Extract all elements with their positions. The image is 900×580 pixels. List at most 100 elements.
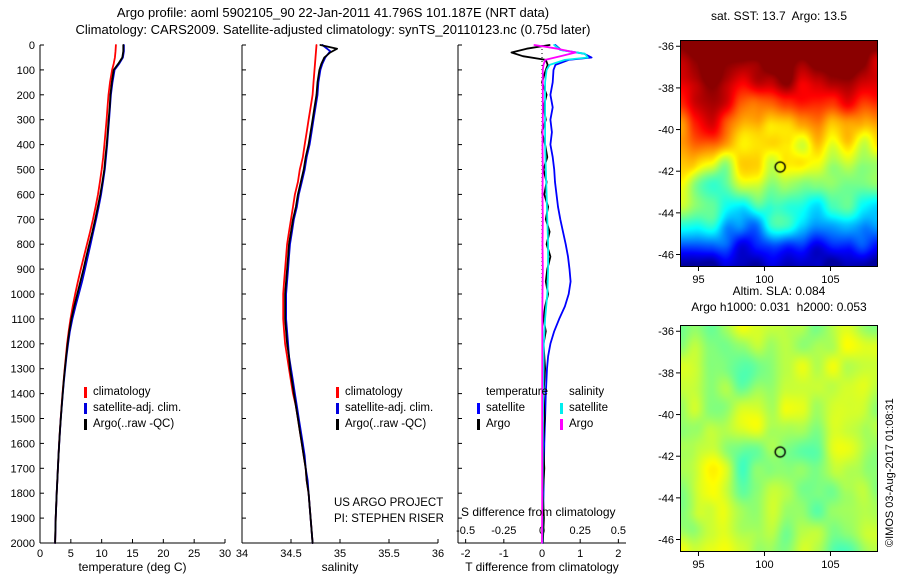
legend-swatch	[560, 402, 563, 414]
tick-label: 35	[334, 548, 346, 560]
tick-label: 0.25	[569, 525, 590, 537]
t-difference-axis-label: T difference from climatology	[465, 560, 619, 574]
series-satellite-adj-clim	[54, 44, 125, 544]
map-border	[680, 40, 878, 267]
tick-label: 25	[188, 548, 200, 560]
tick-label: 0.5	[611, 525, 626, 537]
tick-label: -2	[461, 548, 471, 560]
legend-item: Argo(..raw -QC)	[84, 416, 181, 432]
tick-label: 95	[692, 274, 704, 286]
series-satellite-T-diff	[541, 44, 593, 544]
legend-item: satellite	[560, 400, 608, 416]
sst-map-title: sat. SST: 13.7 Argo: 13.5	[710, 9, 848, 23]
series-climatology	[54, 44, 117, 544]
series-argo-raw	[54, 44, 125, 544]
tick-label: 1100	[11, 314, 35, 326]
tick-label: -46	[658, 535, 674, 547]
series-argo-raw	[284, 44, 339, 544]
tick-label: 35.5	[378, 548, 399, 560]
difference-legend-temperature: temperature satellite Argo	[477, 384, 548, 432]
tick-label: 800	[17, 239, 35, 251]
series-satellite-S-diff	[541, 44, 589, 544]
legend-label: satellite-adj. clim.	[345, 402, 434, 414]
legend-item: satellite	[477, 400, 548, 416]
tick-label: 15	[126, 548, 138, 560]
legend-label: climatology	[93, 386, 151, 398]
tick-label: -44	[658, 208, 674, 220]
legend-swatch	[477, 402, 480, 414]
sla-map	[680, 325, 878, 552]
tick-label: 95	[692, 559, 704, 571]
tick-label: 20	[157, 548, 169, 560]
sla-map-subtitle: Argo h1000: 0.031 h2000: 0.053	[691, 300, 867, 314]
legend-swatch	[560, 418, 563, 430]
tick-label: -40	[658, 410, 674, 422]
tick-label: 100	[17, 65, 35, 77]
salinity-axis-label: salinity	[321, 560, 359, 574]
imos-watermark: ©IMOS 03-Aug-2017 01:08:31	[884, 398, 896, 547]
tick-label: -42	[658, 166, 674, 178]
difference-legend-salinity: salinity satellite Argo	[560, 384, 608, 432]
tick-label: 1700	[11, 463, 35, 475]
legend-group-header: salinity	[569, 386, 605, 398]
tick-label: -36	[658, 41, 674, 53]
tick-label: 1	[577, 548, 583, 560]
tick-label: 1800	[11, 488, 35, 500]
s-difference-axis-label: S difference from climatology	[461, 505, 616, 519]
tick-label: 2000	[11, 538, 35, 550]
tick-label: -38	[658, 83, 674, 95]
tick-label: -0.5	[456, 525, 475, 537]
tick-label: 1600	[11, 438, 35, 450]
legend-label: Argo	[486, 418, 511, 430]
tick-label: 700	[17, 214, 35, 226]
tick-label: -38	[658, 368, 674, 380]
figure-title: Argo profile: aoml 5902105_90 22-Jan-201…	[116, 5, 550, 20]
legend-swatch	[84, 402, 87, 414]
sla-map-title: Altim. SLA: 0.084	[732, 284, 826, 298]
legend-label: satellite	[569, 402, 608, 414]
tick-label: -42	[658, 451, 674, 463]
tick-label: 1200	[11, 339, 35, 351]
tick-label: 5	[68, 548, 74, 560]
legend-swatch	[84, 386, 87, 398]
tick-label: -36	[658, 326, 674, 338]
sst-map	[680, 40, 878, 267]
temperature-axis-label: temperature (deg C)	[78, 560, 187, 574]
figure-subtitle: Climatology: CARS2009. Satellite-adjuste…	[75, 22, 591, 37]
legend-item: Argo(..raw -QC)	[336, 416, 433, 432]
tick-label: -1	[499, 548, 509, 560]
legend-swatch	[84, 418, 87, 430]
tick-label: 30	[219, 548, 231, 560]
legend-item: satellite-adj. clim.	[336, 400, 433, 416]
tick-label: 34	[236, 548, 248, 560]
temperature-legend: climatology satellite-adj. clim. Argo(..…	[84, 384, 181, 432]
series-climatology	[282, 44, 318, 544]
legend-label: climatology	[345, 386, 403, 398]
series-satellite-adj-clim	[285, 44, 332, 544]
tick-label: 100	[755, 274, 773, 286]
legend-label: Argo	[569, 418, 594, 430]
legend-item: Argo	[477, 416, 548, 432]
legend-item: Argo	[560, 416, 608, 432]
map-border	[680, 325, 878, 552]
tick-label: 600	[17, 189, 35, 201]
legend-label: satellite-adj. clim.	[93, 402, 182, 414]
legend-swatch	[477, 418, 480, 430]
salinity-legend: climatology satellite-adj. clim. Argo(..…	[336, 384, 433, 432]
tick-label: 105	[821, 274, 839, 286]
tick-label: 0	[37, 548, 43, 560]
pi-credit: PI: STEPHEN RISER	[334, 513, 444, 525]
legend-swatch	[336, 418, 339, 430]
legend-swatch	[336, 386, 339, 398]
tick-label: -44	[658, 493, 674, 505]
legend-swatch	[336, 402, 339, 414]
legend-label: Argo(..raw -QC)	[93, 418, 175, 430]
legend-label: satellite	[486, 402, 525, 414]
tick-label: 1300	[11, 364, 35, 376]
tick-label: 1900	[11, 513, 35, 525]
tick-label: 36	[432, 548, 444, 560]
tick-label: -0.25	[491, 525, 516, 537]
legend-item: climatology	[336, 384, 433, 400]
